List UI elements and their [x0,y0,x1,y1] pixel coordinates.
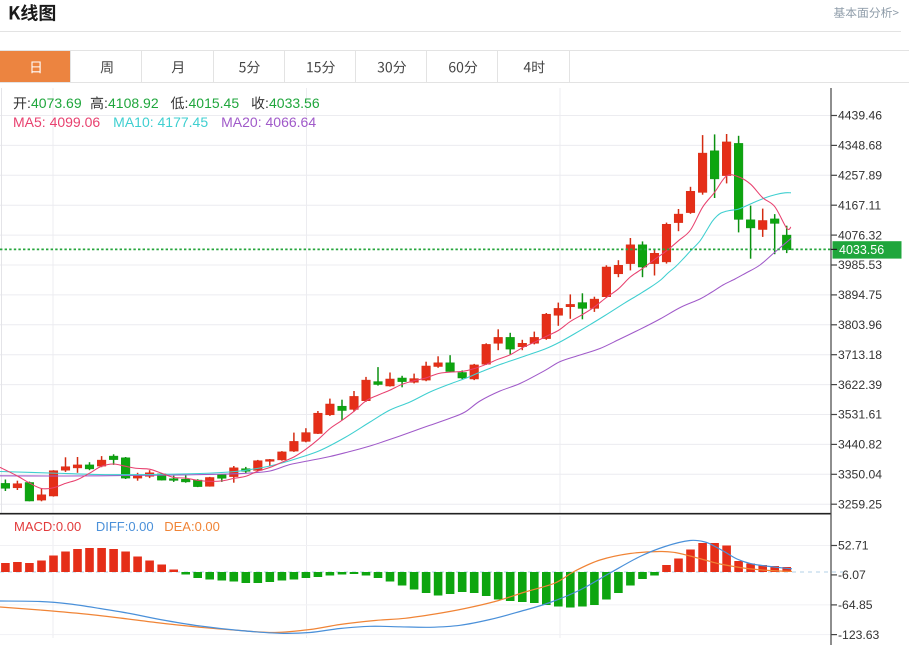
svg-text:-6.07: -6.07 [838,568,866,582]
svg-text:3713.18: 3713.18 [838,348,882,362]
svg-text:3803.96: 3803.96 [838,318,882,332]
svg-text::: : [104,95,108,111]
svg-text:3531.61: 3531.61 [838,408,882,422]
svg-text:4033.56: 4033.56 [839,243,884,257]
svg-text:4015.45: 4015.45 [189,95,240,111]
svg-text:4439.46: 4439.46 [838,109,882,123]
svg-text:4257.89: 4257.89 [838,169,882,183]
svg-text:3259.25: 3259.25 [838,497,882,511]
svg-text:4348.68: 4348.68 [838,139,882,153]
svg-text:4033.56: 4033.56 [269,95,320,111]
svg-text:-123.63: -123.63 [838,628,880,642]
svg-text:3440.82: 3440.82 [838,438,882,452]
svg-text:52.71: 52.71 [838,539,869,553]
svg-text:3894.75: 3894.75 [838,288,882,302]
svg-text:3985.53: 3985.53 [838,258,882,272]
svg-text:4108.92: 4108.92 [108,95,159,111]
svg-text::: : [265,95,269,111]
svg-text:-64.85: -64.85 [838,598,873,612]
svg-text:4073.69: 4073.69 [31,95,82,111]
svg-text:3350.04: 3350.04 [838,468,882,482]
svg-text::: : [27,95,31,111]
svg-text::: : [185,95,189,111]
svg-text:4076.32: 4076.32 [838,228,882,242]
svg-text:4167.11: 4167.11 [838,198,881,212]
svg-text:3622.39: 3622.39 [838,378,882,392]
